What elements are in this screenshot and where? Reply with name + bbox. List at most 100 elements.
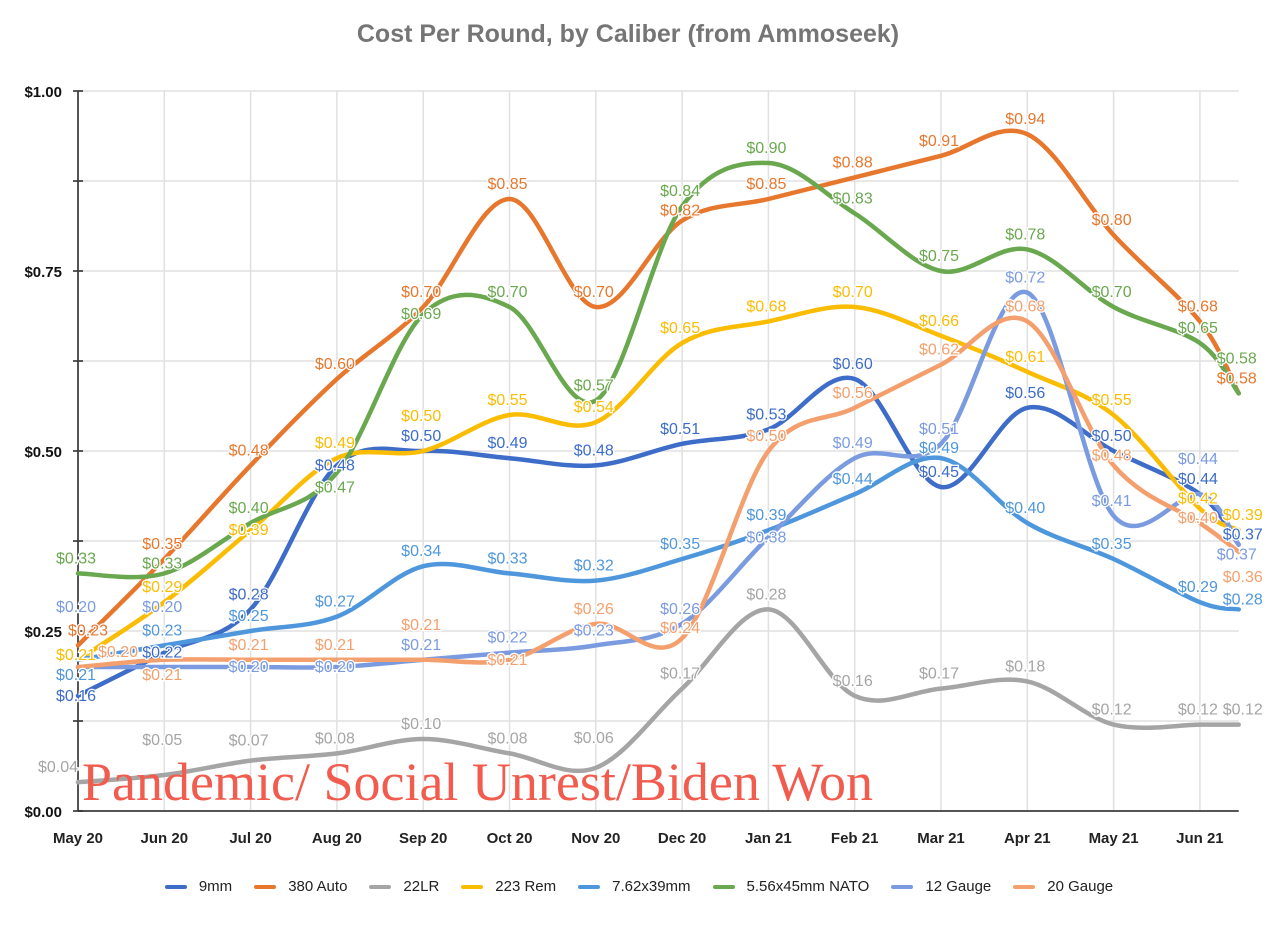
data-label-22lr: $0.28 [746,586,786,603]
data-label-223-rem: $0.39 [229,522,269,539]
x-tick-label: Jun 21 [1176,830,1224,847]
data-label-223-rem: $0.42 [1178,491,1218,508]
data-label-9mm: $0.56 [1005,385,1045,402]
data-label-9mm: $0.53 [746,406,786,423]
data-label-7-62x39mm: $0.23 [142,622,182,639]
series-line-7-62x39mm [75,455,1241,663]
legend-item-12-gauge: 12 Gauge [891,878,991,895]
x-tick-label: Jul 20 [229,830,272,847]
legend-label: 9mm [198,878,233,895]
data-label-7-62x39mm: $0.49 [919,440,959,457]
data-label-380-auto: $0.68 [1178,298,1218,315]
x-tick-label: May 21 [1089,830,1139,847]
data-label-7-62x39mm: $0.25 [229,608,269,625]
legend-swatch [164,884,187,889]
data-label-20-gauge: $0.36 [1223,569,1263,586]
x-tick-label: Mar 21 [917,830,965,847]
series-line-20-gauge [75,315,1241,670]
data-label-7-62x39mm: $0.35 [660,536,700,553]
data-label-22lr: $0.04 [38,759,78,776]
legend-swatch [578,884,601,889]
legend-label: 20 Gauge [1047,878,1114,895]
data-label-12-gauge: $0.41 [1092,493,1132,510]
data-label-20-gauge: $0.20 [98,644,138,661]
x-tick-label: Nov 20 [571,830,620,847]
data-label-7-62x39mm: $0.44 [833,471,873,488]
data-label-9mm: $0.60 [833,356,873,373]
data-label-9mm: $0.51 [660,421,700,438]
data-label-22lr: $0.08 [315,730,355,747]
x-tick-label: May 20 [53,830,103,847]
data-label-22lr: $0.12 [1178,702,1218,719]
legend-label: 12 Gauge [925,878,992,895]
series-line-22lr [75,607,1241,785]
data-label-20-gauge: $0.68 [1005,298,1045,315]
x-tick-label: Jan 21 [745,830,792,847]
data-label-380-auto: $0.85 [487,176,527,193]
legend-item-9mm: 9mm [164,878,233,895]
data-label-380-auto: $0.23 [68,622,108,639]
data-label-22lr: $0.18 [1005,658,1045,675]
data-label-20-gauge: $0.21 [487,652,527,669]
legend-swatch [369,884,392,889]
legend-item-7-62x39mm: 7.62x39mm [578,878,691,895]
data-label-5-56x45mm-nato: $0.70 [487,284,527,301]
data-label-22lr: $0.12 [1223,702,1263,719]
data-label-7-62x39mm: $0.32 [574,558,614,575]
legend-item-380-auto: 380 Auto [254,878,347,895]
data-label-380-auto: $0.60 [315,356,355,373]
legend-label: 380 Auto [288,878,348,895]
data-label-12-gauge: $0.44 [1178,451,1218,468]
data-label-20-gauge: $0.21 [315,637,355,654]
y-tick-label: $0.25 [24,624,62,641]
data-label-20-gauge: $0.48 [1092,447,1132,464]
data-label-9mm: $0.49 [487,435,527,452]
data-label-5-56x45mm-nato: $0.75 [919,248,959,265]
data-label-5-56x45mm-nato: $0.70 [1092,284,1132,301]
data-label-22lr: $0.16 [833,673,873,690]
data-label-22lr: $0.10 [401,716,441,733]
legend-swatch [254,884,277,889]
legend-swatch [891,884,914,889]
data-label-9mm: $0.16 [56,688,96,705]
data-label-9mm: $0.50 [401,428,441,445]
data-label-380-auto: $0.94 [1005,111,1045,128]
series-line-12-gauge [75,289,1241,670]
data-label-22lr: $0.12 [1092,702,1132,719]
data-label-7-62x39mm: $0.27 [315,594,355,611]
data-label-5-56x45mm-nato: $0.33 [56,550,96,567]
data-label-223-rem: $0.54 [574,399,614,416]
data-label-380-auto: $0.82 [660,203,700,220]
data-label-380-auto: $0.88 [833,154,873,171]
data-label-20-gauge: $0.24 [660,620,700,637]
data-label-12-gauge: $0.26 [660,601,700,618]
data-label-5-56x45mm-nato: $0.84 [660,183,700,200]
data-label-380-auto: $0.35 [142,536,182,553]
data-label-20-gauge: $0.21 [401,617,441,634]
data-label-7-62x39mm: $0.21 [56,667,96,684]
data-label-20-gauge: $0.21 [229,637,269,654]
y-tick-label: $0.00 [24,804,62,821]
data-label-223-rem: $0.68 [746,298,786,315]
legend-swatch [1013,884,1036,889]
data-label-7-62x39mm: $0.40 [1005,500,1045,517]
legend: 9mm 380 Auto 22LR 223 Rem 7.62x39mm 5.56x45mm… [0,878,1278,895]
data-label-12-gauge: $0.20 [142,599,182,616]
legend-label: 7.62x39mm [612,878,691,895]
data-label-12-gauge: $0.20 [56,599,96,616]
data-label-7-62x39mm: $0.34 [401,543,441,560]
x-tick-label: Apr 21 [1004,830,1051,847]
data-label-12-gauge: $0.72 [1005,270,1045,287]
data-label-9mm: $0.28 [229,586,269,603]
legend-item-22lr: 22LR [369,878,439,895]
series-line-380-auto [75,128,1241,648]
data-label-380-auto: $0.85 [746,176,786,193]
series-line-9mm [75,375,1241,699]
data-label-9mm: $0.45 [919,464,959,481]
data-label-223-rem: $0.39 [1223,507,1263,524]
x-tick-label: Dec 20 [658,830,706,847]
data-label-22lr: $0.06 [574,730,614,747]
data-label-7-62x39mm: $0.29 [1178,579,1218,596]
